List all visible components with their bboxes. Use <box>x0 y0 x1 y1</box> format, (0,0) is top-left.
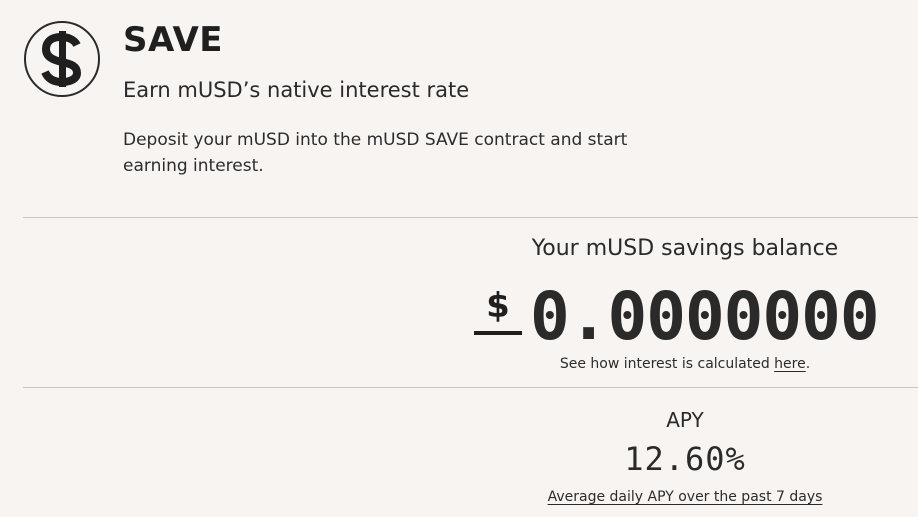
section-divider <box>23 217 918 218</box>
currency-underline <box>474 331 522 335</box>
section-divider <box>23 387 918 388</box>
page-subtitle: Earn mUSD’s native interest rate <box>123 78 470 102</box>
apy-average-link[interactable]: Average daily APY over the past 7 days <box>547 489 823 505</box>
balance-row: $ 0.0000000 <box>465 278 905 355</box>
page-description: Deposit your mUSD into the mUSD SAVE con… <box>123 130 628 176</box>
apy-note: Average daily APY over the past 7 days <box>470 489 900 505</box>
dollar-sign-icon <box>41 31 82 87</box>
savings-balance-value: 0.0000000 <box>530 278 880 355</box>
interest-calculation-note: See how interest is calculated here. <box>470 356 900 372</box>
page-title: SAVE <box>123 20 224 60</box>
balance-heading: Your mUSD savings balance <box>531 236 839 261</box>
save-hero-icon <box>24 21 100 97</box>
currency-symbol: $ <box>486 286 510 326</box>
apy-value: 12.60% <box>624 440 746 478</box>
interest-note-text: See how interest is calculated <box>559 356 775 372</box>
interest-calculation-link[interactable]: here <box>774 356 806 372</box>
apy-label: APY <box>666 408 704 432</box>
interest-note-period: . <box>805 356 811 372</box>
